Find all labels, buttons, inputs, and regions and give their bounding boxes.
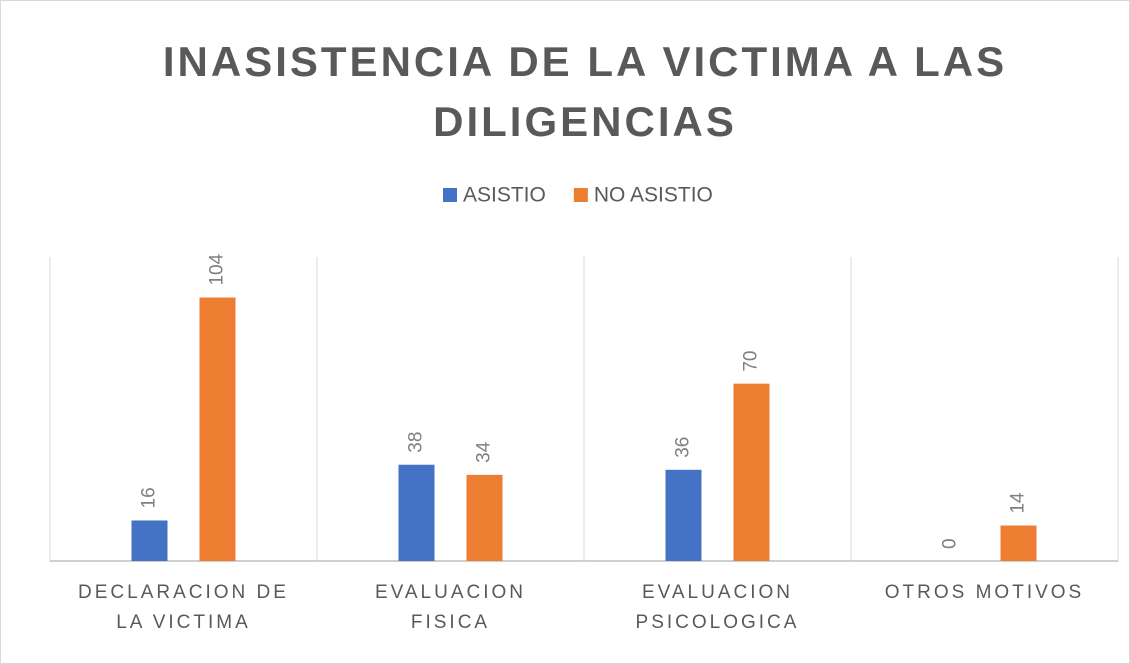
data-label: 38 [406,432,427,453]
data-label: 104 [207,253,228,285]
bar [199,297,236,561]
legend-label: ASISTIO [463,184,546,207]
data-label: 14 [1008,492,1029,514]
data-label: 34 [474,441,495,463]
data-label: 0 [940,538,961,549]
data-label: 36 [673,437,694,458]
bar [665,469,702,561]
legend-swatch [443,188,457,202]
legend-swatch [573,188,588,202]
data-label: 70 [741,351,762,372]
x-tick-label: DECLARACION DE LA VICTIMA [78,582,289,633]
bar [733,383,770,561]
bar [1000,525,1037,561]
x-tick-label: EVALUACION PSICOLOGICA [636,582,800,633]
bar [398,464,435,561]
data-label: 16 [139,487,160,508]
x-tick-label: EVALUACION FISICA [375,582,526,633]
x-tick-label: OTROS MOTIVOS [885,582,1084,603]
chart-title: INASISTENCIA DE LA VICTIMA A LAS DILIGENC… [163,38,1007,145]
legend-label: NO ASISTIO [594,184,713,207]
bar [131,520,168,561]
bar [466,474,503,561]
